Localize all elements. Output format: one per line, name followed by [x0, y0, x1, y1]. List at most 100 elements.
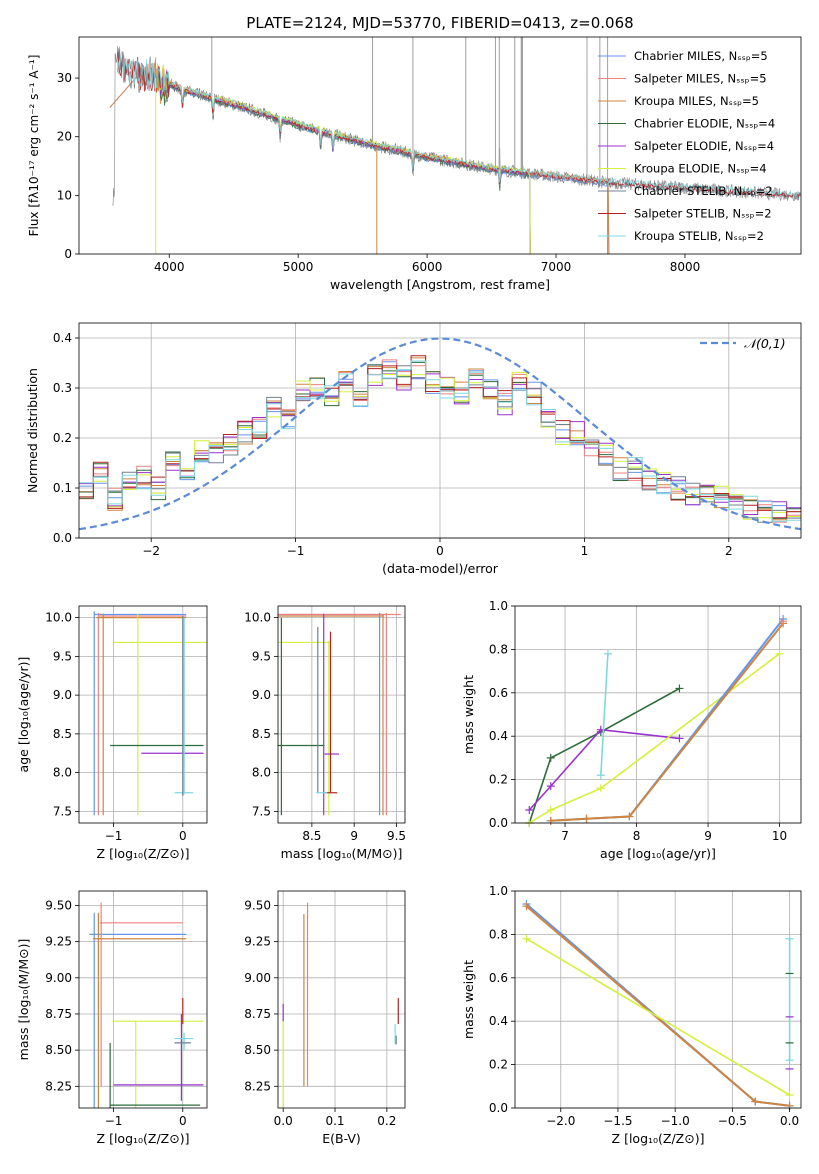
- model-spectrum: [155, 62, 531, 254]
- x-tick-label: 9.5: [387, 829, 406, 843]
- series-marker: [775, 649, 784, 658]
- y-tick-label: 0.8: [489, 642, 508, 656]
- age-vs-mass-frame: [277, 605, 406, 824]
- model-spectrum: [117, 50, 801, 196]
- y-tick-label: 9.50: [244, 898, 271, 912]
- y-tick-label: 10.0: [45, 611, 72, 625]
- x-tick-label: 9: [704, 829, 712, 843]
- x-axis-label: Z [log₁₀(Z/Z⊙)]: [97, 1131, 190, 1146]
- y-tick-label: 10.0: [244, 611, 271, 625]
- x-tick-label: 0: [179, 1114, 187, 1128]
- y-tick-label: 9.25: [45, 935, 72, 949]
- y-tick-label: 0.6: [489, 686, 508, 700]
- series-marker: [596, 771, 605, 780]
- series-marker: [596, 784, 605, 793]
- x-tick-label: 0: [436, 544, 444, 558]
- series-marker: [546, 782, 555, 791]
- x-tick-label: 0.2: [377, 1114, 396, 1128]
- y-tick-label: 9.50: [45, 898, 72, 912]
- mass-weight-Z-lines: [522, 900, 794, 1110]
- spectrum-frame: [78, 36, 802, 255]
- y-tick-label: 8.0: [53, 766, 72, 780]
- x-tick-label: 5000: [283, 260, 314, 274]
- series-marker: [603, 649, 612, 658]
- age-vs-Z-frame: [78, 605, 208, 824]
- y-tick-label: 8.5: [53, 727, 72, 741]
- legend-entry: Salpeter MILES, Nₛₛₚ=5: [634, 72, 767, 86]
- y-axis-label: Flux [fλ10⁻¹⁷ erg cm⁻² s⁻¹ A⁻¹]: [27, 55, 41, 237]
- mass-vs-Z-errorbars: [89, 902, 204, 1108]
- x-axis-label: Z [log₁₀(Z/Z⊙)]: [612, 1131, 705, 1146]
- x-tick-label: 6000: [412, 260, 443, 274]
- series-line: [528, 728, 680, 811]
- legend-entry: Salpeter STELIB, Nₛₛₚ=2: [634, 207, 772, 221]
- y-axis-label: mass weight: [461, 960, 476, 1039]
- x-tick-label: 0.0: [780, 1114, 799, 1128]
- y-tick-label: 9.5: [53, 649, 72, 663]
- series-marker: [546, 805, 555, 814]
- x-tick-label: −1.5: [603, 1114, 632, 1128]
- x-tick-label: −0.5: [718, 1114, 747, 1128]
- legend-entry: Chabrier MILES, Nₛₛₚ=5: [634, 49, 768, 63]
- y-tick-label: 0.2: [489, 773, 508, 787]
- series-line: [528, 687, 680, 824]
- chart-title: PLATE=2124, MJD=53770, FIBERID=0413, z=0…: [246, 14, 633, 32]
- series-line: [600, 653, 609, 776]
- series-marker: [582, 814, 591, 823]
- series-marker: [675, 684, 684, 693]
- x-tick-label: −2.0: [546, 1114, 575, 1128]
- y-tick-label: 30: [57, 71, 72, 85]
- y-tick-label: 0.8: [489, 927, 508, 941]
- y-tick-label: 0.0: [489, 816, 508, 830]
- y-tick-label: 7.5: [53, 804, 72, 818]
- normal-curve: [79, 337, 801, 531]
- x-tick-label: −1: [105, 829, 123, 843]
- series-marker: [546, 816, 555, 825]
- histogram-kroupa-stelib: [79, 360, 801, 522]
- y-tick-label: 0: [64, 247, 72, 261]
- legend-entry: Kroupa ELODIE, Nₛₛₚ=4: [634, 162, 767, 176]
- y-tick-label: 0.0: [53, 531, 72, 545]
- y-tick-label: 7.5: [252, 804, 271, 818]
- x-axis-label: mass [log₁₀(M/M⊙)]: [281, 846, 403, 861]
- x-tick-label: 7: [561, 829, 569, 843]
- mass-weight-age-lines: [525, 615, 788, 827]
- x-tick-label: 0.1: [325, 1114, 344, 1128]
- y-axis-label: age [log₁₀(age/yr)]: [16, 657, 31, 773]
- x-tick-label: −1: [105, 1114, 123, 1128]
- histograms: [79, 337, 801, 531]
- x-tick-label: 7000: [541, 260, 572, 274]
- x-tick-label: 2: [725, 544, 733, 558]
- y-tick-label: 8.25: [45, 1079, 72, 1093]
- legend-entry: Chabrier ELODIE, Nₛₛₚ=4: [634, 117, 775, 131]
- massweight-vs-Z-frame: [514, 890, 802, 1109]
- y-tick-label: 10: [57, 188, 72, 202]
- x-tick-label: −1.0: [661, 1114, 690, 1128]
- x-axis-label: E(B-V): [322, 1131, 361, 1146]
- series-marker: [522, 902, 531, 911]
- series-marker: [675, 734, 684, 743]
- x-axis-label: wavelength [Angstrom, rest frame]: [330, 277, 550, 292]
- y-tick-label: 9.0: [252, 688, 271, 702]
- x-tick-label: −1: [287, 544, 305, 558]
- series-marker: [785, 1090, 794, 1099]
- x-tick-label: 1: [581, 544, 589, 558]
- y-tick-label: 9.0: [53, 688, 72, 702]
- y-tick-label: 8.50: [45, 1043, 72, 1057]
- series-line: [525, 905, 790, 1107]
- legend-entry: Kroupa STELIB, Nₛₛₚ=2: [634, 229, 764, 243]
- series-marker: [785, 1056, 794, 1065]
- series-marker: [779, 617, 788, 626]
- x-tick-label: 8.5: [302, 829, 321, 843]
- y-tick-label: 0.2: [489, 1058, 508, 1072]
- y-tick-label: 9.00: [45, 971, 72, 985]
- legend-entry: 𝒩(0,1): [744, 336, 786, 351]
- y-tick-label: 0.4: [489, 1014, 508, 1028]
- y-tick-label: 1.0: [489, 599, 508, 613]
- y-tick-label: 8.0: [252, 766, 271, 780]
- y-tick-label: 8.75: [45, 1007, 72, 1021]
- model-spectrum: [155, 65, 531, 254]
- y-axis-label: mass weight: [461, 675, 476, 754]
- spectrum-lines: [109, 37, 801, 254]
